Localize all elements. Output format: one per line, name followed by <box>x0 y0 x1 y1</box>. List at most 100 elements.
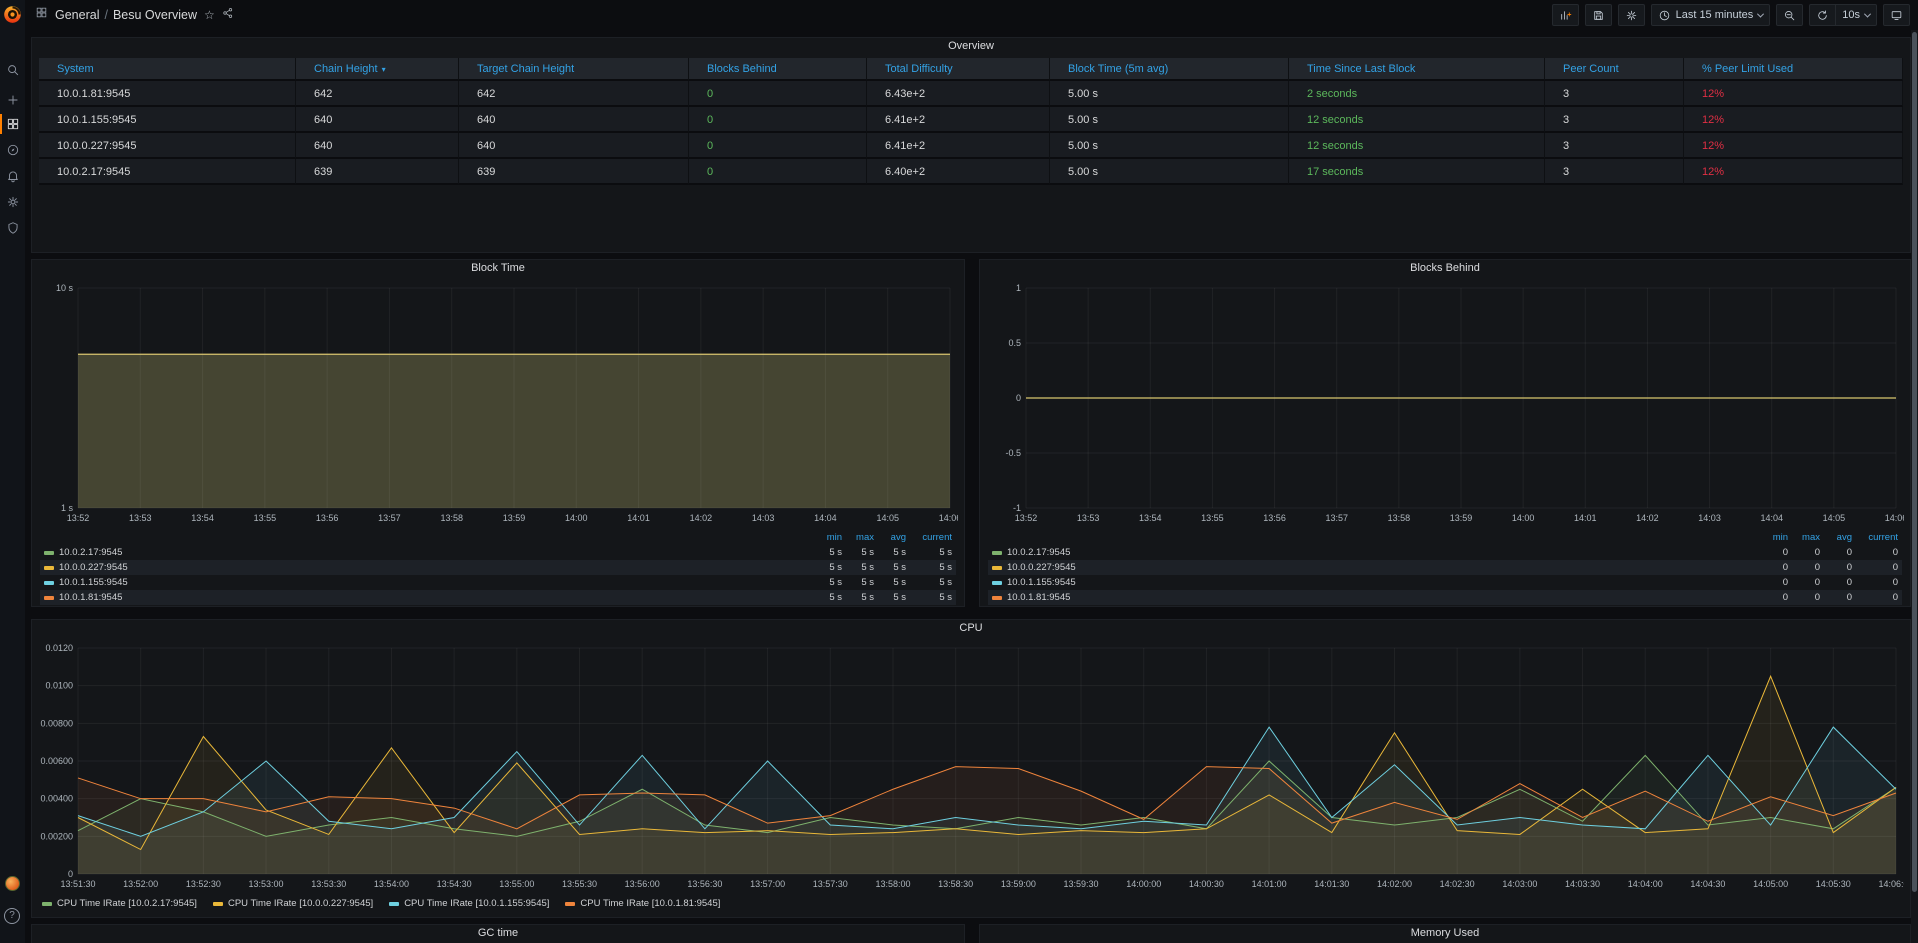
add-icon[interactable] <box>0 88 25 112</box>
legend-series-name[interactable]: 10.0.0.227:9545 <box>992 562 1756 573</box>
legend-stat-header[interactable]: current <box>906 532 952 543</box>
help-icon[interactable]: ? <box>4 908 20 924</box>
legend-series-name[interactable]: 10.0.1.81:9545 <box>44 592 810 603</box>
svg-text:13:52: 13:52 <box>1015 513 1038 523</box>
panel-title[interactable]: CPU <box>32 620 1910 637</box>
legend-series-name[interactable]: 10.0.1.155:9545 <box>992 577 1756 588</box>
cpu-chart[interactable]: 13:51:3013:52:0013:52:3013:53:0013:53:30… <box>40 640 1904 892</box>
time-range-picker[interactable]: Last 15 minutes <box>1651 4 1771 26</box>
column-header[interactable]: System <box>39 58 296 81</box>
legend-stat-header[interactable]: max <box>842 532 874 543</box>
legend-row[interactable]: 10.0.0.227:95455 s5 s5 s5 s <box>40 560 956 575</box>
legend-series-name[interactable]: 10.0.1.155:9545 <box>44 577 810 588</box>
kiosk-mode-button[interactable] <box>1883 4 1910 26</box>
panel-title[interactable]: GC time <box>32 925 964 942</box>
zoom-out-button[interactable] <box>1776 4 1803 26</box>
legend-stat-value: 0 <box>1756 562 1788 573</box>
dashboard-settings-button[interactable] <box>1618 4 1645 26</box>
table-row: 10.0.1.81:954564264206.43e+25.00 s2 seco… <box>39 81 1903 107</box>
legend-row[interactable]: 10.0.1.81:95450000 <box>988 590 1902 605</box>
explore-compass-icon[interactable] <box>0 138 25 162</box>
grafana-logo-icon[interactable] <box>2 4 23 25</box>
svg-text:13:57: 13:57 <box>1325 513 1348 523</box>
table-cell: 2 seconds <box>1289 81 1545 107</box>
column-header[interactable]: Block Time (5m avg) <box>1050 58 1289 81</box>
table-cell: 12% <box>1684 159 1903 185</box>
add-panel-button[interactable] <box>1552 4 1579 26</box>
table-cell: 0 <box>689 159 867 185</box>
blocks-behind-chart[interactable]: 13:5213:5313:5413:5513:5613:5713:5813:59… <box>988 280 1904 526</box>
table-cell: 3 <box>1545 107 1684 133</box>
table-cell: 640 <box>459 107 689 133</box>
legend-series-name[interactable]: 10.0.1.81:9545 <box>992 592 1756 603</box>
panel-title[interactable]: Memory Used <box>980 925 1910 942</box>
refresh-interval-picker[interactable]: 10s <box>1836 4 1877 26</box>
column-header[interactable]: Blocks Behind <box>689 58 867 81</box>
table-cell: 5.00 s <box>1050 159 1289 185</box>
legend-series-name[interactable]: 10.0.0.227:9545 <box>44 562 810 573</box>
refresh-interval-label: 10s <box>1842 9 1860 21</box>
legend-stat-value: 5 s <box>906 577 952 588</box>
legend-stat-value: 5 s <box>906 547 952 558</box>
legend-stat-header[interactable]: current <box>1852 532 1898 543</box>
legend-stat-value: 0 <box>1756 577 1788 588</box>
legend-stat-header[interactable]: min <box>810 532 842 543</box>
legend-stat-header[interactable]: min <box>1756 532 1788 543</box>
legend-series-name[interactable]: 10.0.2.17:9545 <box>992 547 1756 558</box>
time-range-label: Last 15 minutes <box>1676 9 1754 21</box>
star-icon[interactable]: ☆ <box>204 8 215 22</box>
panel-title[interactable]: Blocks Behind <box>980 260 1910 277</box>
save-dashboard-button[interactable] <box>1585 4 1612 26</box>
share-icon[interactable] <box>222 6 234 24</box>
legend-stat-header[interactable]: max <box>1788 532 1820 543</box>
table-cell: 0 <box>689 81 867 107</box>
legend-item[interactable]: CPU Time IRate [10.0.2.17:9545] <box>42 898 197 909</box>
breadcrumb-folder[interactable]: General <box>55 8 99 22</box>
legend-item[interactable]: CPU Time IRate [10.0.0.227:9545] <box>213 898 373 909</box>
column-header[interactable]: Time Since Last Block <box>1289 58 1545 81</box>
block-time-chart[interactable]: 13:5213:5313:5413:5513:5613:5713:5813:59… <box>40 280 958 526</box>
page-scrollbar[interactable] <box>1911 30 1918 943</box>
legend-series-name[interactable]: 10.0.2.17:9545 <box>44 547 810 558</box>
server-admin-shield-icon[interactable] <box>0 216 25 240</box>
svg-text:13:53: 13:53 <box>129 513 152 523</box>
svg-text:13:53:00: 13:53:00 <box>249 879 284 889</box>
panel-title[interactable]: Overview <box>32 38 1910 55</box>
column-header[interactable]: Total Difficulty <box>867 58 1050 81</box>
legend-item[interactable]: CPU Time IRate [10.0.1.81:9545] <box>565 898 720 909</box>
legend-stat-header[interactable]: avg <box>874 532 906 543</box>
table-cell: 642 <box>296 81 459 107</box>
user-avatar[interactable] <box>5 876 20 891</box>
breadcrumb[interactable]: General / Besu Overview <box>55 8 197 22</box>
svg-text:13:51:30: 13:51:30 <box>60 879 95 889</box>
panel-title[interactable]: Block Time <box>32 260 964 277</box>
legend-stat-value: 5 s <box>842 547 874 558</box>
search-icon[interactable] <box>0 58 25 82</box>
chevron-down-icon <box>1757 10 1764 17</box>
column-header[interactable]: Peer Count <box>1545 58 1684 81</box>
series-color-swatch <box>42 902 52 906</box>
configuration-gear-icon[interactable] <box>0 190 25 214</box>
svg-text:14:04:30: 14:04:30 <box>1690 879 1725 889</box>
svg-text:-0.5: -0.5 <box>1005 448 1021 458</box>
legend-row[interactable]: 10.0.1.155:95455 s5 s5 s5 s <box>40 575 956 590</box>
refresh-button[interactable] <box>1809 4 1836 26</box>
column-header[interactable]: Chain Height▾ <box>296 58 459 81</box>
scrollbar-thumb[interactable] <box>1912 32 1917 892</box>
legend-stat-header[interactable]: avg <box>1820 532 1852 543</box>
svg-text:14:00:30: 14:00:30 <box>1189 879 1224 889</box>
legend-row[interactable]: 10.0.0.227:95450000 <box>988 560 1902 575</box>
legend-row[interactable]: 10.0.1.155:95450000 <box>988 575 1902 590</box>
table-cell: 639 <box>459 159 689 185</box>
legend-item[interactable]: CPU Time IRate [10.0.1.155:9545] <box>389 898 549 909</box>
svg-text:14:04: 14:04 <box>814 513 837 523</box>
alerting-bell-icon[interactable] <box>0 164 25 188</box>
legend-row[interactable]: 10.0.2.17:95450000 <box>988 545 1902 560</box>
dashboards-icon[interactable] <box>0 112 25 136</box>
legend-row[interactable]: 10.0.2.17:95455 s5 s5 s5 s <box>40 545 956 560</box>
column-header[interactable]: Target Chain Height <box>459 58 689 81</box>
legend-row[interactable]: 10.0.1.81:95455 s5 s5 s5 s <box>40 590 956 605</box>
legend-stat-value: 5 s <box>874 562 906 573</box>
column-header[interactable]: % Peer Limit Used <box>1684 58 1903 81</box>
svg-text:0.0100: 0.0100 <box>45 681 73 691</box>
